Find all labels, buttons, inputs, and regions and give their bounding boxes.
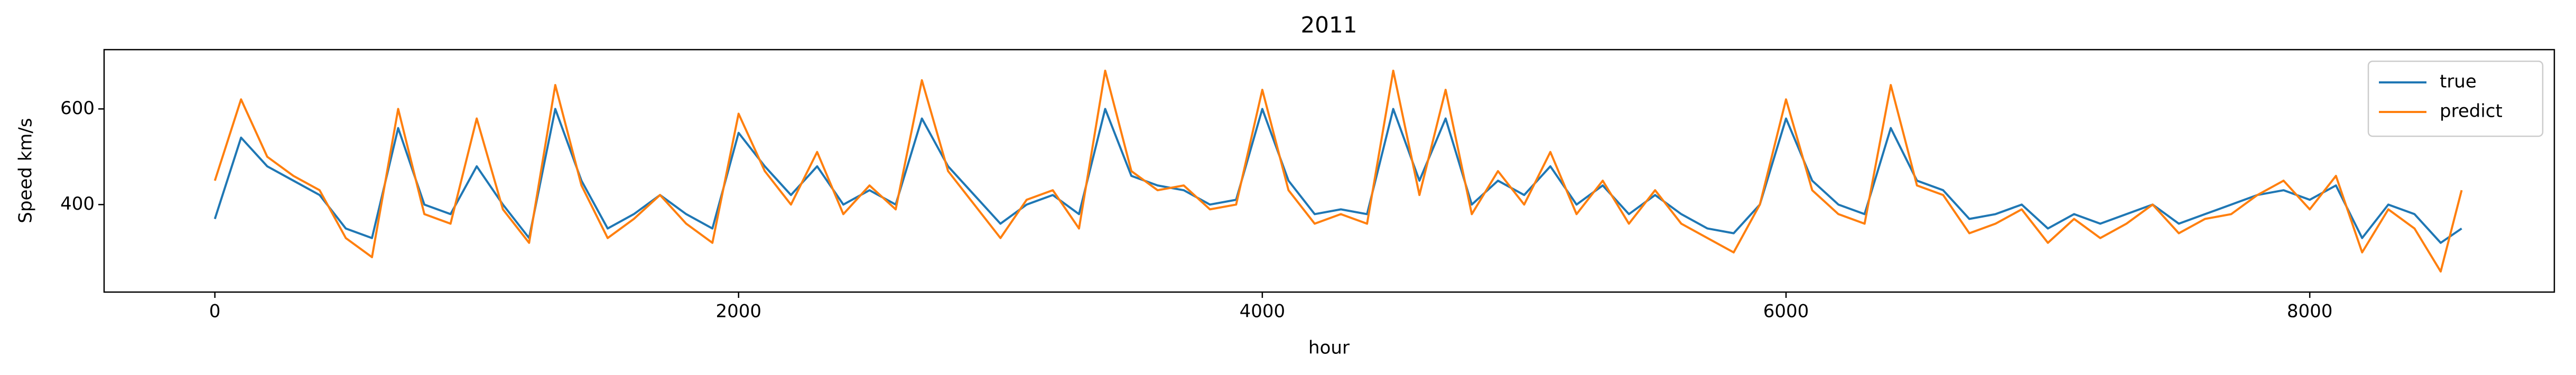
y-tick-label: 600 xyxy=(60,98,95,119)
x-tick-label: 4000 xyxy=(1240,301,1286,322)
x-axis-label: hour xyxy=(1308,338,1350,359)
x-tick-label: 2000 xyxy=(715,301,761,322)
series-line xyxy=(213,69,2463,273)
series-line xyxy=(213,108,2462,244)
legend-label: predict xyxy=(2440,101,2503,122)
x-tick-label: 6000 xyxy=(1763,301,1809,322)
plot-frame xyxy=(103,49,2555,293)
x-tick-label: 8000 xyxy=(2287,301,2333,322)
legend-box xyxy=(2367,60,2544,137)
x-tick-label: 0 xyxy=(209,301,221,322)
chart-title: 2011 xyxy=(1301,12,1357,38)
legend-label: true xyxy=(2440,71,2477,92)
y-axis-label: Speed km/s xyxy=(15,118,36,223)
y-tick-label: 400 xyxy=(60,193,95,214)
